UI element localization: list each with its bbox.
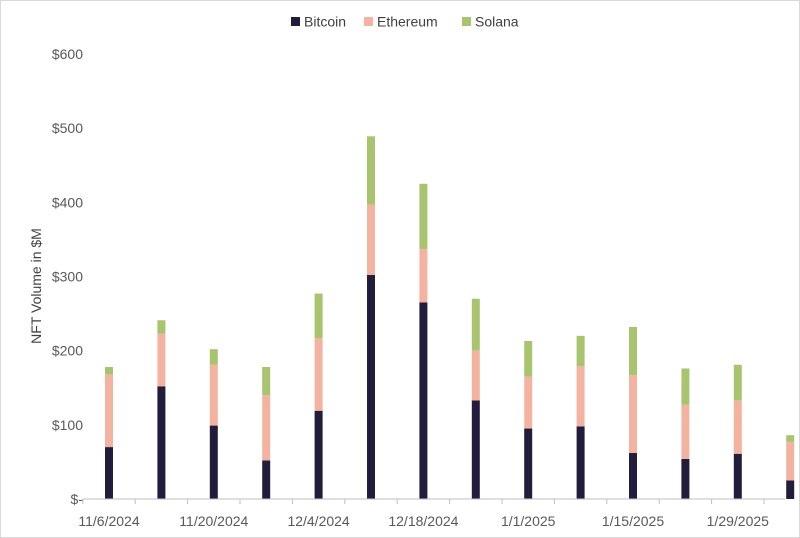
- y-tick-label: $500: [52, 120, 83, 136]
- bar-ethereum: [471, 350, 480, 401]
- bar-ethereum: [105, 374, 113, 448]
- y-tick-label: $100: [52, 417, 83, 433]
- bar-solana: [524, 341, 533, 377]
- bar-ethereum: [576, 366, 585, 427]
- y-tick-label: $300: [52, 269, 83, 285]
- bar-solana: [629, 326, 637, 376]
- legend-label-solana: Solana: [475, 14, 519, 30]
- bar-bitcoin: [681, 458, 690, 499]
- bar-solana: [105, 366, 113, 375]
- bar-bitcoin: [157, 386, 166, 499]
- bar-solana: [786, 435, 795, 442]
- legend: Bitcoin Ethereum Solana: [291, 14, 519, 30]
- bar-bitcoin: [105, 447, 113, 499]
- x-tick-label: 11/20/2024: [179, 513, 248, 529]
- bar-solana: [681, 368, 690, 405]
- legend-label-bitcoin: Bitcoin: [304, 14, 346, 30]
- y-tick-label: $600: [52, 46, 83, 62]
- legend-swatch-ethereum: [364, 17, 373, 26]
- legend-swatch-solana: [462, 17, 471, 26]
- bar-bitcoin: [209, 425, 218, 499]
- bar-ethereum: [629, 375, 637, 454]
- x-axis-ticks: 11/6/2024 11/20/2024 12/4/2024 12/18/2024 1/…: [78, 499, 769, 529]
- x-tick-label: 1/29/2025: [707, 513, 769, 529]
- legend-label-ethereum: Ethereum: [377, 14, 438, 30]
- bar-ethereum: [314, 338, 323, 411]
- bar-ethereum: [157, 333, 166, 387]
- bar-bitcoin: [576, 426, 585, 499]
- bar-solana: [471, 298, 480, 351]
- bar-solana: [576, 335, 585, 367]
- bar-solana: [209, 349, 218, 365]
- x-tick-label: 1/1/2025: [501, 513, 556, 529]
- bar-bitcoin: [314, 410, 323, 499]
- x-tick-label: 1/15/2025: [602, 513, 664, 529]
- bars: [105, 136, 795, 499]
- y-axis-ticks: $- $100 $200 $300 $400 $500 $600: [52, 46, 83, 507]
- y-axis-label: NFT Volume in $M: [28, 228, 44, 344]
- bar-solana: [367, 136, 375, 205]
- bar-ethereum: [262, 395, 271, 461]
- bar-bitcoin: [367, 275, 375, 499]
- x-tick-label: 12/4/2024: [287, 513, 349, 529]
- bar-bitcoin: [733, 453, 742, 499]
- bar-solana: [733, 364, 742, 401]
- y-tick-label: $400: [52, 194, 83, 210]
- x-tick-label: 11/6/2024: [78, 513, 139, 529]
- bar-ethereum: [524, 376, 533, 429]
- legend-swatch-bitcoin: [291, 17, 300, 26]
- y-tick-label: $200: [52, 343, 83, 359]
- bar-bitcoin: [419, 302, 428, 499]
- y-tick-label: $-: [71, 491, 84, 507]
- bar-solana: [314, 293, 323, 339]
- bar-bitcoin: [262, 460, 271, 499]
- bar-bitcoin: [471, 400, 480, 499]
- bar-bitcoin: [786, 480, 795, 499]
- bar-ethereum: [786, 441, 795, 481]
- bar-ethereum: [681, 404, 690, 459]
- bar-ethereum: [419, 249, 428, 303]
- bar-solana: [262, 366, 271, 396]
- bar-ethereum: [367, 204, 375, 276]
- bar-solana: [419, 183, 428, 250]
- bar-solana: [157, 320, 166, 334]
- bar-ethereum: [733, 400, 742, 454]
- bar-bitcoin: [524, 428, 533, 499]
- x-tick-label: 12/18/2024: [388, 513, 458, 529]
- bar-bitcoin: [629, 453, 637, 499]
- bar-ethereum: [209, 364, 218, 426]
